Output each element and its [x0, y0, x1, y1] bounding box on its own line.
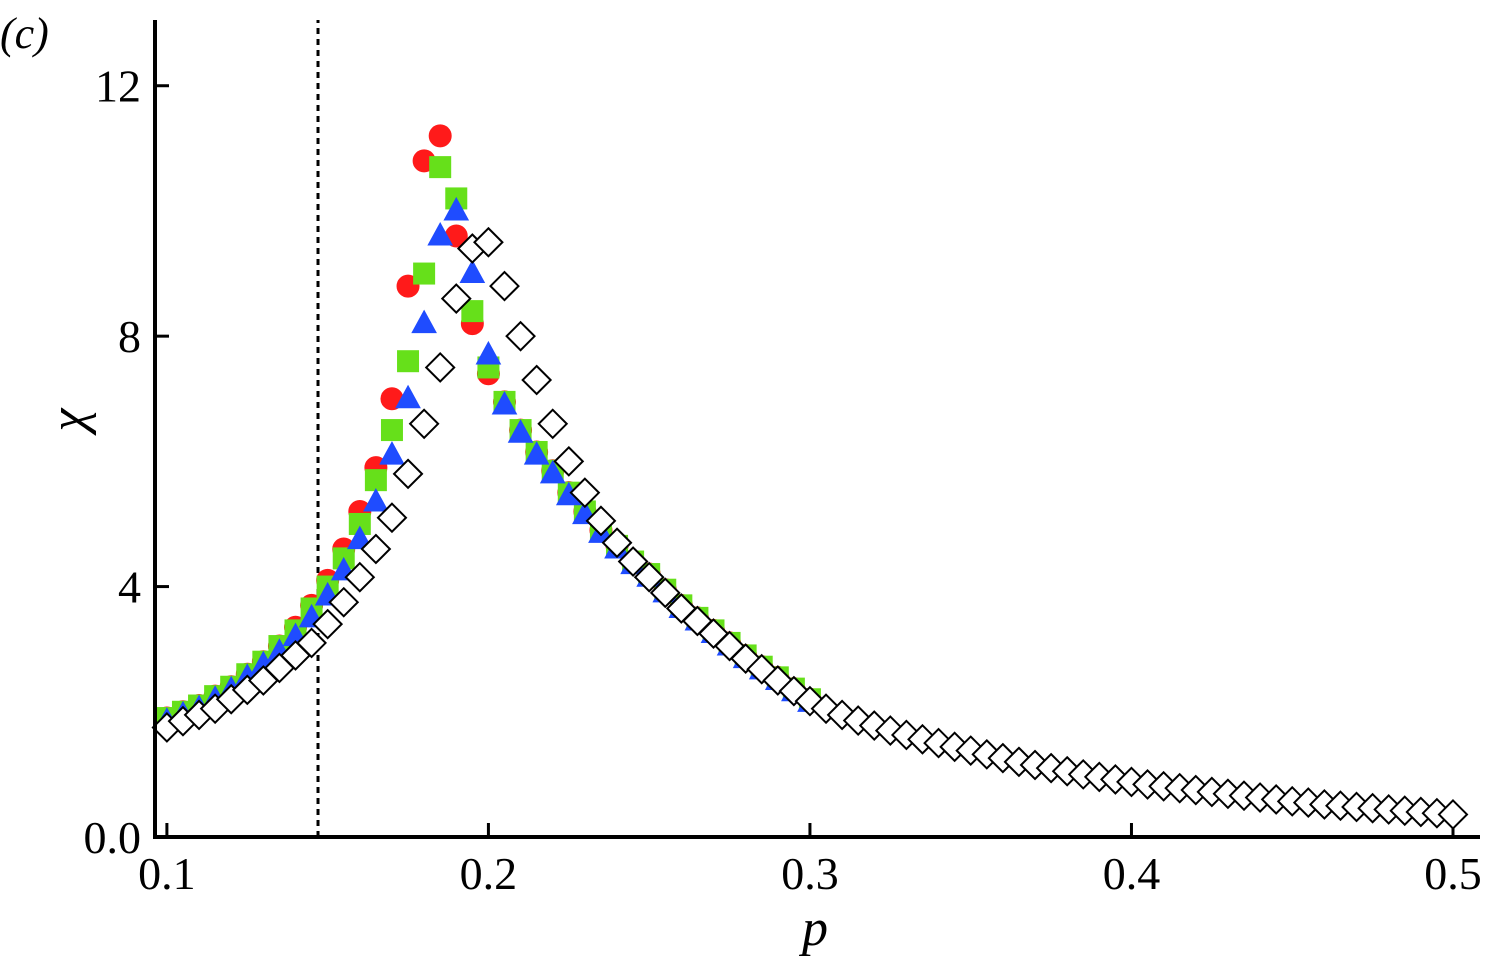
y-axis-label: χ: [40, 407, 97, 436]
point: [601, 527, 633, 559]
x-tick-label: 0.5: [1424, 848, 1482, 899]
point: [428, 124, 452, 148]
x-tick-label: 0.2: [460, 848, 518, 899]
point: [296, 627, 327, 659]
point: [523, 441, 550, 465]
point: [633, 561, 665, 593]
x-axis-label: p: [798, 900, 828, 957]
point: [617, 546, 649, 577]
point: [395, 384, 421, 409]
point: [473, 226, 504, 258]
point: [312, 608, 344, 640]
point: [440, 283, 472, 315]
point: [649, 577, 681, 609]
point: [569, 477, 601, 509]
point: [380, 419, 403, 442]
point: [346, 525, 373, 550]
point: [505, 320, 536, 352]
point: [461, 300, 484, 323]
point: [411, 309, 437, 334]
point: [475, 340, 502, 365]
point: [328, 586, 360, 618]
point: [392, 458, 424, 490]
y-tick-label: 8: [118, 311, 141, 362]
point: [553, 445, 585, 477]
y-tick-label: 12: [95, 61, 141, 112]
point: [360, 533, 392, 565]
point: [537, 408, 569, 440]
point: [507, 419, 534, 443]
point: [424, 352, 456, 383]
point: [364, 469, 387, 492]
point: [397, 350, 420, 373]
point: [459, 259, 486, 284]
point: [1437, 799, 1469, 830]
point: [521, 364, 553, 396]
point: [489, 270, 520, 302]
panel-label: (c): [0, 9, 49, 58]
point: [443, 196, 470, 221]
y-tick-label: 4: [118, 562, 141, 613]
x-tick-label: 0.3: [781, 848, 839, 899]
point: [344, 561, 376, 593]
point: [539, 459, 566, 484]
point: [408, 408, 440, 440]
point: [376, 502, 408, 534]
point: [413, 262, 436, 285]
y-tick-label: 0.0: [84, 812, 142, 863]
point: [363, 488, 389, 512]
x-tick-label: 0.4: [1103, 848, 1161, 899]
point: [429, 156, 452, 179]
point: [491, 390, 518, 415]
point: [585, 505, 617, 537]
point: [379, 441, 405, 465]
x-tick-label: 0.1: [138, 848, 196, 899]
point: [427, 221, 454, 246]
